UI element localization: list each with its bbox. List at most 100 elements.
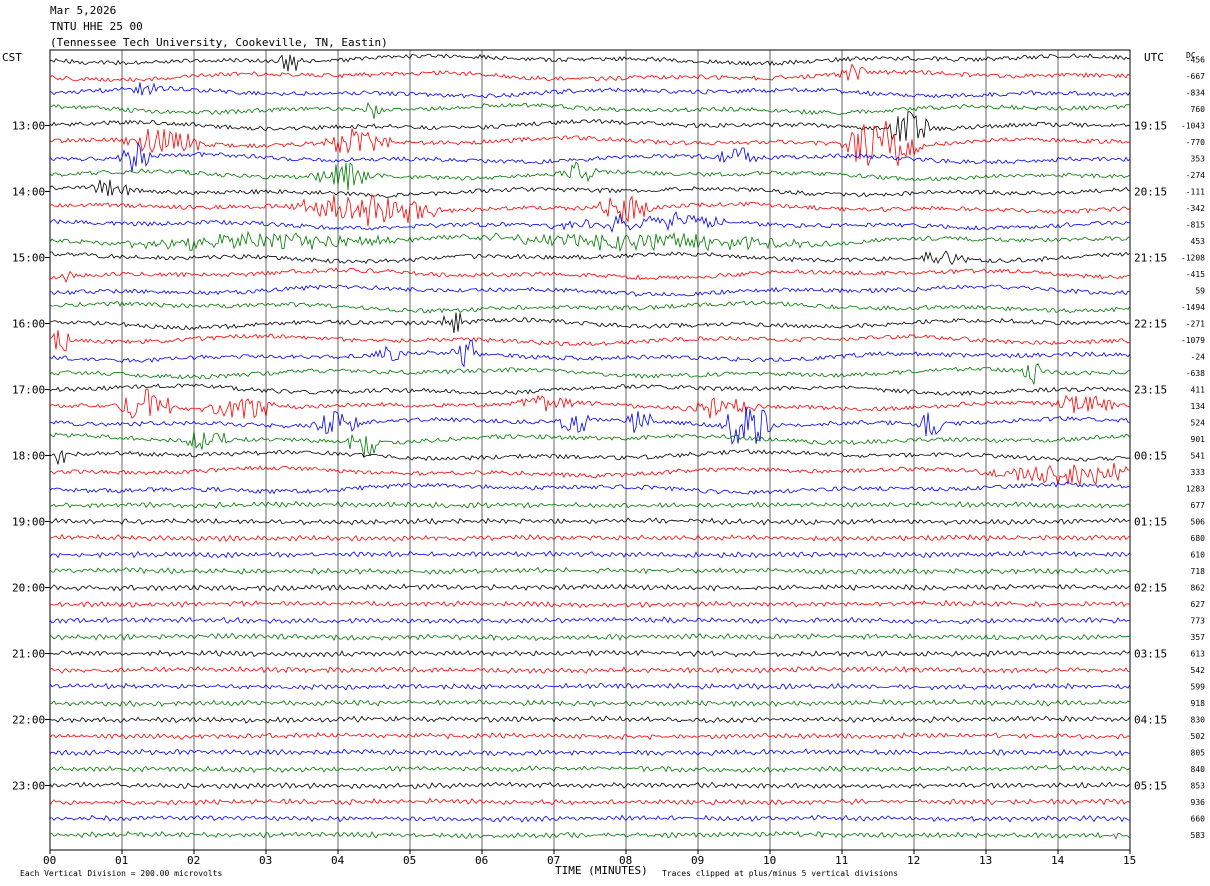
dc-offset-label: -815 [1186,221,1205,230]
seismic-trace [49,63,1131,82]
seismic-trace [49,53,1131,72]
seismic-trace [49,549,1131,559]
plot-frame [49,49,1131,851]
seismic-trace [49,330,1131,352]
dc-offset-label: -1208 [1181,254,1205,263]
dc-offset-label: 805 [1191,749,1206,758]
dc-offset-label: 524 [1191,419,1206,428]
minute-grid [49,49,1131,851]
dc-offset-labels: -456 -667 -834 760 -1043 -770 353 -274 -111 -342 -… [1181,56,1205,841]
left-hour-label: 13:00 [12,120,45,133]
seismic-trace [49,142,1131,173]
left-hour-label: 17:00 [12,384,45,397]
dc-offset-label: 936 [1191,798,1206,807]
seismic-trace [49,101,1131,119]
dc-offset-label: 627 [1191,600,1206,609]
trace-group [49,53,1131,840]
x-tick-label: 02 [187,854,200,867]
dc-offset-label: 542 [1191,666,1206,675]
right-hour-label: 04:15 [1134,714,1167,727]
x-tick-label: 11 [835,854,848,867]
dc-offset-label: 541 [1191,452,1206,461]
right-zone-label: UTC [1144,51,1164,64]
dc-offset-label: -770 [1186,138,1205,147]
left-hour-label: 18:00 [12,450,45,463]
seismic-trace [49,462,1131,486]
right-hour-label: 02:15 [1134,582,1167,595]
x-tick-label: 05 [403,854,416,867]
dc-offset-label: 610 [1191,551,1206,560]
dc-offset-label: 677 [1191,501,1206,510]
seismic-trace [49,599,1131,609]
dc-offset-label: -1043 [1181,122,1205,131]
dc-offset-label: 718 [1191,567,1206,576]
seismic-trace [49,431,1131,457]
right-hour-label: 03:15 [1134,648,1167,661]
scale-note: Each Vertical Division = 200.00 microvol… [20,869,222,878]
dc-offset-label: -24 [1191,353,1206,362]
seismic-trace [49,383,1131,396]
seismic-trace [49,120,1131,166]
seismic-trace [49,748,1131,757]
x-tick-label: 01 [115,854,128,867]
seismic-trace [49,250,1131,266]
dc-offset-label: 680 [1191,534,1206,543]
x-tick-label: 14 [1051,854,1065,867]
left-hour-label: 23:00 [12,780,45,793]
dc-offset-label: -342 [1186,204,1205,213]
dc-offset-label: 613 [1191,650,1206,659]
seismic-trace [49,517,1131,526]
seismic-trace [49,161,1131,191]
seismic-trace [49,583,1131,592]
dc-offset-label: -1079 [1181,336,1205,345]
seismic-trace [49,300,1131,314]
dc-offset-label: 333 [1191,468,1206,477]
x-tick-label: 13 [979,854,992,867]
dc-offset-label: -456 [1186,56,1205,65]
seismic-trace [49,764,1131,774]
x-tick-label: 04 [331,854,345,867]
seismic-trace [49,632,1131,642]
dc-offset-label: 599 [1191,683,1206,692]
seismic-trace [49,500,1131,509]
x-tick-label: 10 [763,854,776,867]
left-hour-label: 15:00 [12,252,45,265]
x-axis-label: TIME (MINUTES) [555,864,648,877]
dc-offset-label: -667 [1186,72,1205,81]
left-time-labels: 13:00 14:00 15:00 16:00 17:00 18:00 19:00 20:00… [12,120,50,793]
dc-offset-label: 583 [1191,831,1206,840]
x-axis-ticks: 00 01 02 03 04 05 06 07 08 09 10 11 12 13 14 15 [43,850,1136,867]
dc-offset-label: -834 [1186,89,1205,98]
right-hour-label: 00:15 [1134,450,1167,463]
seismic-trace [49,814,1131,823]
seismic-trace [49,363,1131,385]
seismic-trace [49,340,1131,368]
right-hour-label: 20:15 [1134,186,1167,199]
dc-offset-label: 506 [1191,518,1206,527]
seismic-trace [49,179,1131,198]
left-zone-label: CST [2,51,22,64]
seismic-trace [49,388,1131,419]
seismic-trace [49,566,1131,576]
seismic-trace [49,449,1131,465]
seismic-trace [49,211,1131,233]
right-hour-label: 01:15 [1134,516,1167,529]
dc-offset-label: 660 [1191,815,1206,824]
dc-offset-label: 918 [1191,699,1206,708]
seismic-trace [49,830,1131,840]
dc-offset-label: 901 [1191,435,1206,444]
seismic-trace [49,731,1131,741]
dc-offset-label: 134 [1191,402,1206,411]
x-tick-label: 08 [619,854,632,867]
dc-offset-label: 853 [1191,782,1206,791]
dc-offset-label: 840 [1191,765,1206,774]
dc-offset-label: 760 [1191,105,1206,114]
dc-offset-label: 453 [1191,237,1206,246]
seismic-trace [49,267,1131,284]
right-hour-label: 23:15 [1134,384,1167,397]
seismic-trace [49,193,1131,227]
chart-station: TNTU HHE 25 00 [50,20,143,33]
seismic-trace [49,284,1131,297]
dc-offset-label: -1494 [1181,303,1205,312]
